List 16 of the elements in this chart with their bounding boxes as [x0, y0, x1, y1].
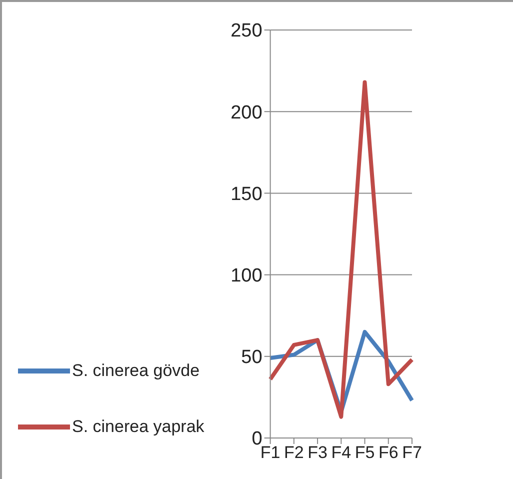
- x-tick-label: F3: [308, 443, 328, 462]
- legend-label: S. cinerea yaprak: [72, 417, 204, 437]
- x-tick-label: F1: [260, 443, 280, 462]
- x-tick-label: F5: [354, 443, 375, 462]
- line-series: [268, 80, 414, 419]
- y-tick-label: 50: [241, 347, 262, 368]
- legend-label: S. cinerea gövde: [72, 361, 200, 381]
- y-tick-label: 100: [230, 266, 262, 287]
- y-tick-label: 250: [230, 20, 262, 42]
- x-tick-label: F7: [402, 443, 422, 462]
- y-tick-label: 150: [230, 184, 262, 205]
- y-tick-label: 0: [252, 428, 262, 450]
- x-tick-label: F2: [284, 443, 304, 462]
- x-tick-label: F6: [378, 443, 398, 462]
- y-tick-label: 200: [230, 102, 262, 124]
- x-tick-label: F4: [331, 443, 352, 462]
